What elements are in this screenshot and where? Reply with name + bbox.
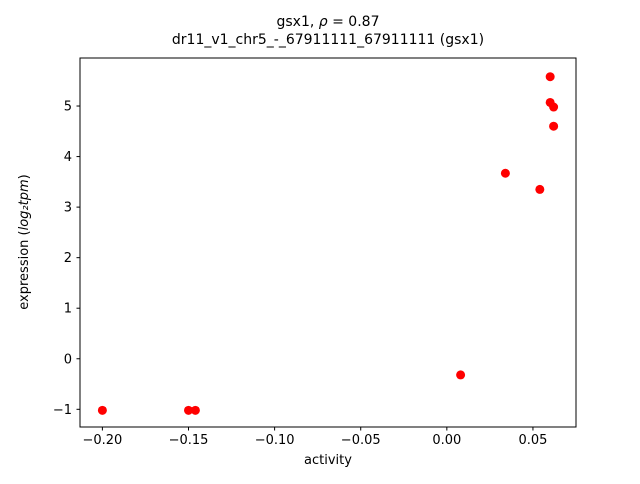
- data-point: [97, 405, 107, 415]
- x-axis-label: activity: [304, 453, 352, 468]
- y-tick-label: 2: [64, 251, 72, 266]
- title-rho-symbol: ρ: [319, 14, 328, 30]
- chart-title-line1: gsx1, ρ = 0.87: [277, 14, 380, 30]
- data-point: [184, 405, 193, 415]
- y-tick-label: 3: [64, 201, 72, 216]
- y-tick-label: 5: [64, 100, 72, 115]
- axes-frame: [79, 57, 577, 428]
- x-tick-label: −0.05: [341, 433, 381, 448]
- x-tick-label: −0.10: [255, 433, 295, 448]
- data-point: [190, 405, 200, 415]
- x-axis-ticks: −0.20 −0.15 −0.10 −0.05 0.00 0.05: [82, 427, 547, 448]
- title-prefix: gsx1,: [277, 14, 319, 30]
- data-point: [549, 121, 559, 131]
- x-tick-label: −0.15: [169, 433, 209, 448]
- data-point: [549, 102, 559, 112]
- x-tick-label: 0.00: [432, 433, 461, 448]
- y-axis-ticks: −1 0 1 2 3 4 5: [53, 100, 80, 418]
- y-tick-label: 0: [64, 352, 72, 367]
- x-tick-label: 0.05: [518, 433, 547, 448]
- ylabel-prefix: expression (: [17, 230, 32, 309]
- y-tick-label: 1: [64, 302, 72, 317]
- ylabel-suffix: ): [17, 174, 32, 179]
- x-tick-label: −0.20: [82, 433, 122, 448]
- chart-title-line2: dr11_v1_chr5_-_67911111_67911111 (gsx1): [172, 32, 484, 48]
- scatter-points: [97, 72, 559, 415]
- data-point: [545, 72, 555, 82]
- y-tick-label: 4: [64, 150, 72, 165]
- title-suffix: = 0.87: [328, 14, 380, 30]
- data-point: [500, 168, 510, 178]
- data-point: [456, 370, 466, 380]
- y-axis-label: expression (log₂tpm): [17, 174, 32, 309]
- ylabel-math: log₂tpm: [17, 179, 32, 230]
- y-tick-label: −1: [53, 403, 72, 418]
- data-point: [535, 184, 545, 194]
